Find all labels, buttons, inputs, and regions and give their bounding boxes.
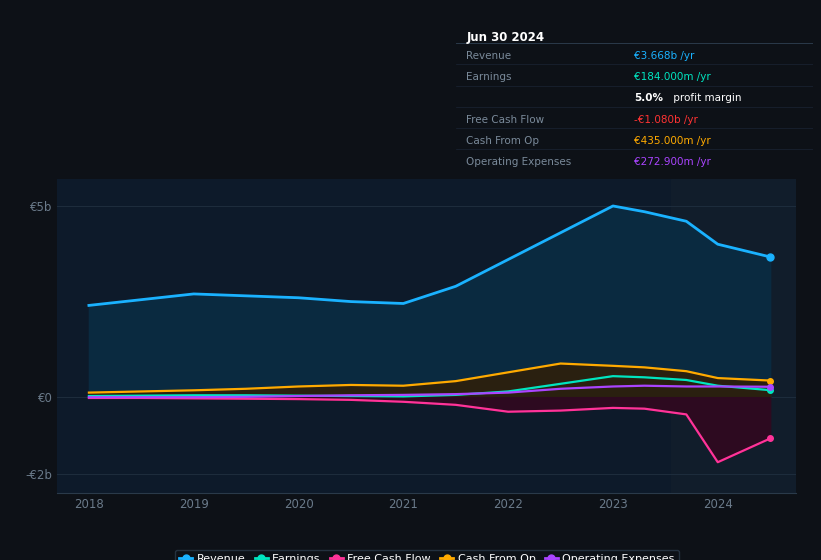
Text: Free Cash Flow: Free Cash Flow — [466, 115, 544, 124]
Text: 5.0%: 5.0% — [635, 94, 663, 103]
Text: €184.000m /yr: €184.000m /yr — [635, 72, 711, 82]
Text: Cash From Op: Cash From Op — [466, 136, 539, 146]
Text: Operating Expenses: Operating Expenses — [466, 157, 571, 167]
Bar — [671, 179, 796, 493]
Text: Jun 30 2024: Jun 30 2024 — [466, 31, 544, 44]
Text: Earnings: Earnings — [466, 72, 511, 82]
Text: Revenue: Revenue — [466, 51, 511, 60]
Text: profit margin: profit margin — [670, 94, 741, 103]
Text: €272.900m /yr: €272.900m /yr — [635, 157, 711, 167]
Text: €435.000m /yr: €435.000m /yr — [635, 136, 711, 146]
Text: €3.668b /yr: €3.668b /yr — [635, 51, 695, 60]
Legend: Revenue, Earnings, Free Cash Flow, Cash From Op, Operating Expenses: Revenue, Earnings, Free Cash Flow, Cash … — [175, 550, 679, 560]
Text: -€1.080b /yr: -€1.080b /yr — [635, 115, 698, 124]
